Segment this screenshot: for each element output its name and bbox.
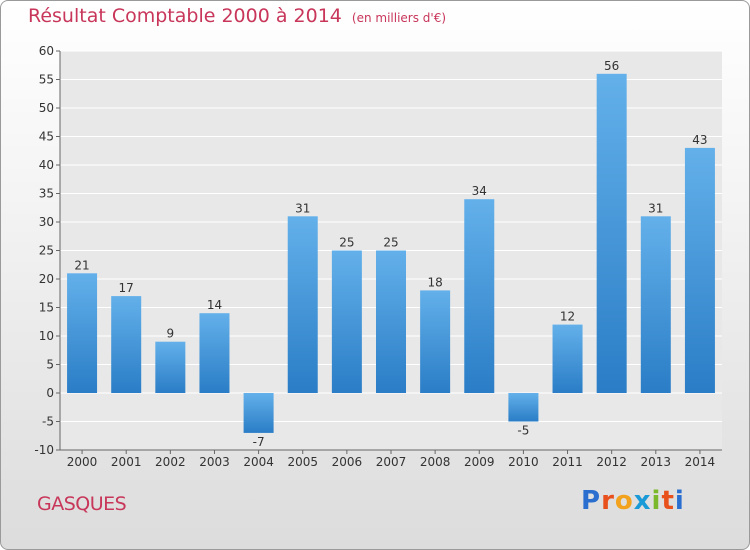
bar-value-label: 34 bbox=[472, 184, 487, 198]
bar-value-label: 25 bbox=[339, 236, 354, 250]
logo-letter: P bbox=[581, 486, 602, 516]
bar-2004 bbox=[243, 393, 274, 433]
y-tick-label: 40 bbox=[39, 158, 54, 172]
bar-2006 bbox=[331, 250, 362, 393]
bar-group-2005: 31 bbox=[287, 201, 318, 393]
y-tick-label: 35 bbox=[39, 187, 54, 201]
proxiti-logo[interactable]: Proxiti bbox=[581, 486, 685, 516]
logo-letter: i bbox=[651, 486, 662, 516]
x-tick-label: 2008 bbox=[420, 455, 451, 469]
bar-group-2004: -7 bbox=[243, 393, 274, 449]
bars: 21 17 9 14 -7 31 25 25 18 34 -5 12 56 31 43 bbox=[67, 59, 715, 449]
x-tick-label: 2007 bbox=[376, 455, 407, 469]
bar-value-label: -7 bbox=[253, 435, 265, 449]
y-tick-label: 5 bbox=[46, 358, 54, 372]
bar-2013 bbox=[640, 216, 671, 393]
logo-letter: t bbox=[661, 486, 675, 516]
chart-subtitle: (en milliers d'€) bbox=[351, 11, 447, 25]
bar-2010 bbox=[508, 393, 539, 422]
bar-2011 bbox=[552, 324, 583, 393]
bar-group-2009: 34 bbox=[464, 184, 495, 393]
bar-group-2014: 43 bbox=[684, 133, 715, 393]
x-tick-label: 2013 bbox=[641, 455, 672, 469]
x-tick-label: 2014 bbox=[685, 455, 716, 469]
bar-group-2012: 56 bbox=[596, 59, 627, 394]
y-tick-label: -5 bbox=[42, 415, 54, 429]
x-tick-label: 2003 bbox=[199, 455, 230, 469]
x-tick-label: 2001 bbox=[111, 455, 142, 469]
bar-group-2011: 12 bbox=[552, 310, 583, 393]
bar-value-label: 31 bbox=[648, 201, 663, 215]
y-tick-label: 20 bbox=[39, 272, 54, 286]
y-tick-label: 55 bbox=[39, 73, 54, 87]
bar-2001 bbox=[111, 296, 142, 393]
bar-group-2001: 17 bbox=[111, 281, 142, 393]
bar-group-2002: 9 bbox=[155, 327, 186, 393]
bar-value-label: 9 bbox=[167, 327, 175, 341]
y-tick-label: 30 bbox=[39, 215, 54, 229]
y-tick-label: 0 bbox=[46, 386, 54, 400]
y-tick-label: -10 bbox=[34, 443, 54, 457]
x-tick-label: 2012 bbox=[596, 455, 627, 469]
bar-2012 bbox=[596, 73, 627, 394]
bar-2007 bbox=[376, 250, 406, 393]
y-tick-label: 45 bbox=[39, 130, 54, 144]
bar-2002 bbox=[155, 341, 186, 393]
logo-letter: i bbox=[674, 486, 685, 516]
bar-value-label: 31 bbox=[295, 201, 310, 215]
bar-value-label: 25 bbox=[383, 236, 398, 250]
y-tick-label: 15 bbox=[39, 301, 54, 315]
bar-group-2003: 14 bbox=[199, 298, 230, 393]
y-tick-label: 60 bbox=[39, 44, 54, 58]
bar-2008 bbox=[420, 290, 451, 393]
logo-letter: r bbox=[601, 486, 615, 516]
bar-value-label: 18 bbox=[427, 275, 442, 289]
chart-title: Résultat Comptable 2000 à 2014 (en millie… bbox=[28, 5, 446, 27]
bar-value-label: 56 bbox=[604, 59, 619, 73]
x-tick-label: 2000 bbox=[67, 455, 98, 469]
bar-group-2013: 31 bbox=[640, 201, 671, 393]
bar-group-2008: 18 bbox=[420, 275, 451, 393]
bar-group-2010: -5 bbox=[508, 393, 539, 438]
bar-2005 bbox=[287, 216, 318, 393]
chart-title-text: Résultat Comptable 2000 à 2014 bbox=[28, 5, 342, 27]
bar-2014 bbox=[684, 147, 715, 393]
bar-group-2007: 25 bbox=[376, 236, 406, 393]
bar-2003 bbox=[199, 313, 230, 393]
y-tick-label: 50 bbox=[39, 101, 54, 115]
x-tick-label: 2006 bbox=[332, 455, 363, 469]
y-tick-label: 25 bbox=[39, 244, 54, 258]
x-tick-label: 2010 bbox=[508, 455, 539, 469]
x-tick-label: 2005 bbox=[287, 455, 318, 469]
bar-value-label: 17 bbox=[119, 281, 134, 295]
bar-value-label: -5 bbox=[517, 424, 529, 438]
x-tick-label: 2009 bbox=[464, 455, 495, 469]
bar-2009 bbox=[464, 199, 495, 393]
y-tick-label: 10 bbox=[39, 329, 54, 343]
logo-letter: x bbox=[633, 486, 652, 516]
logo-letter: o bbox=[614, 486, 634, 516]
axes: -10 -5 0 5 10 15 20 25 30 35 40 45 50 55 60 2000 2001 200… bbox=[34, 44, 722, 469]
bar-group-2000: 21 bbox=[67, 258, 98, 393]
town-name: GASQUES bbox=[37, 493, 127, 515]
bar-value-label: 43 bbox=[692, 133, 707, 147]
bar-value-label: 12 bbox=[560, 310, 575, 324]
x-tick-label: 2011 bbox=[552, 455, 583, 469]
bar-value-label: 14 bbox=[207, 298, 222, 312]
bar-group-2006: 25 bbox=[331, 236, 362, 393]
x-tick-label: 2002 bbox=[155, 455, 186, 469]
bar-2000 bbox=[67, 273, 98, 393]
bar-value-label: 21 bbox=[74, 258, 89, 272]
x-tick-label: 2004 bbox=[243, 455, 274, 469]
